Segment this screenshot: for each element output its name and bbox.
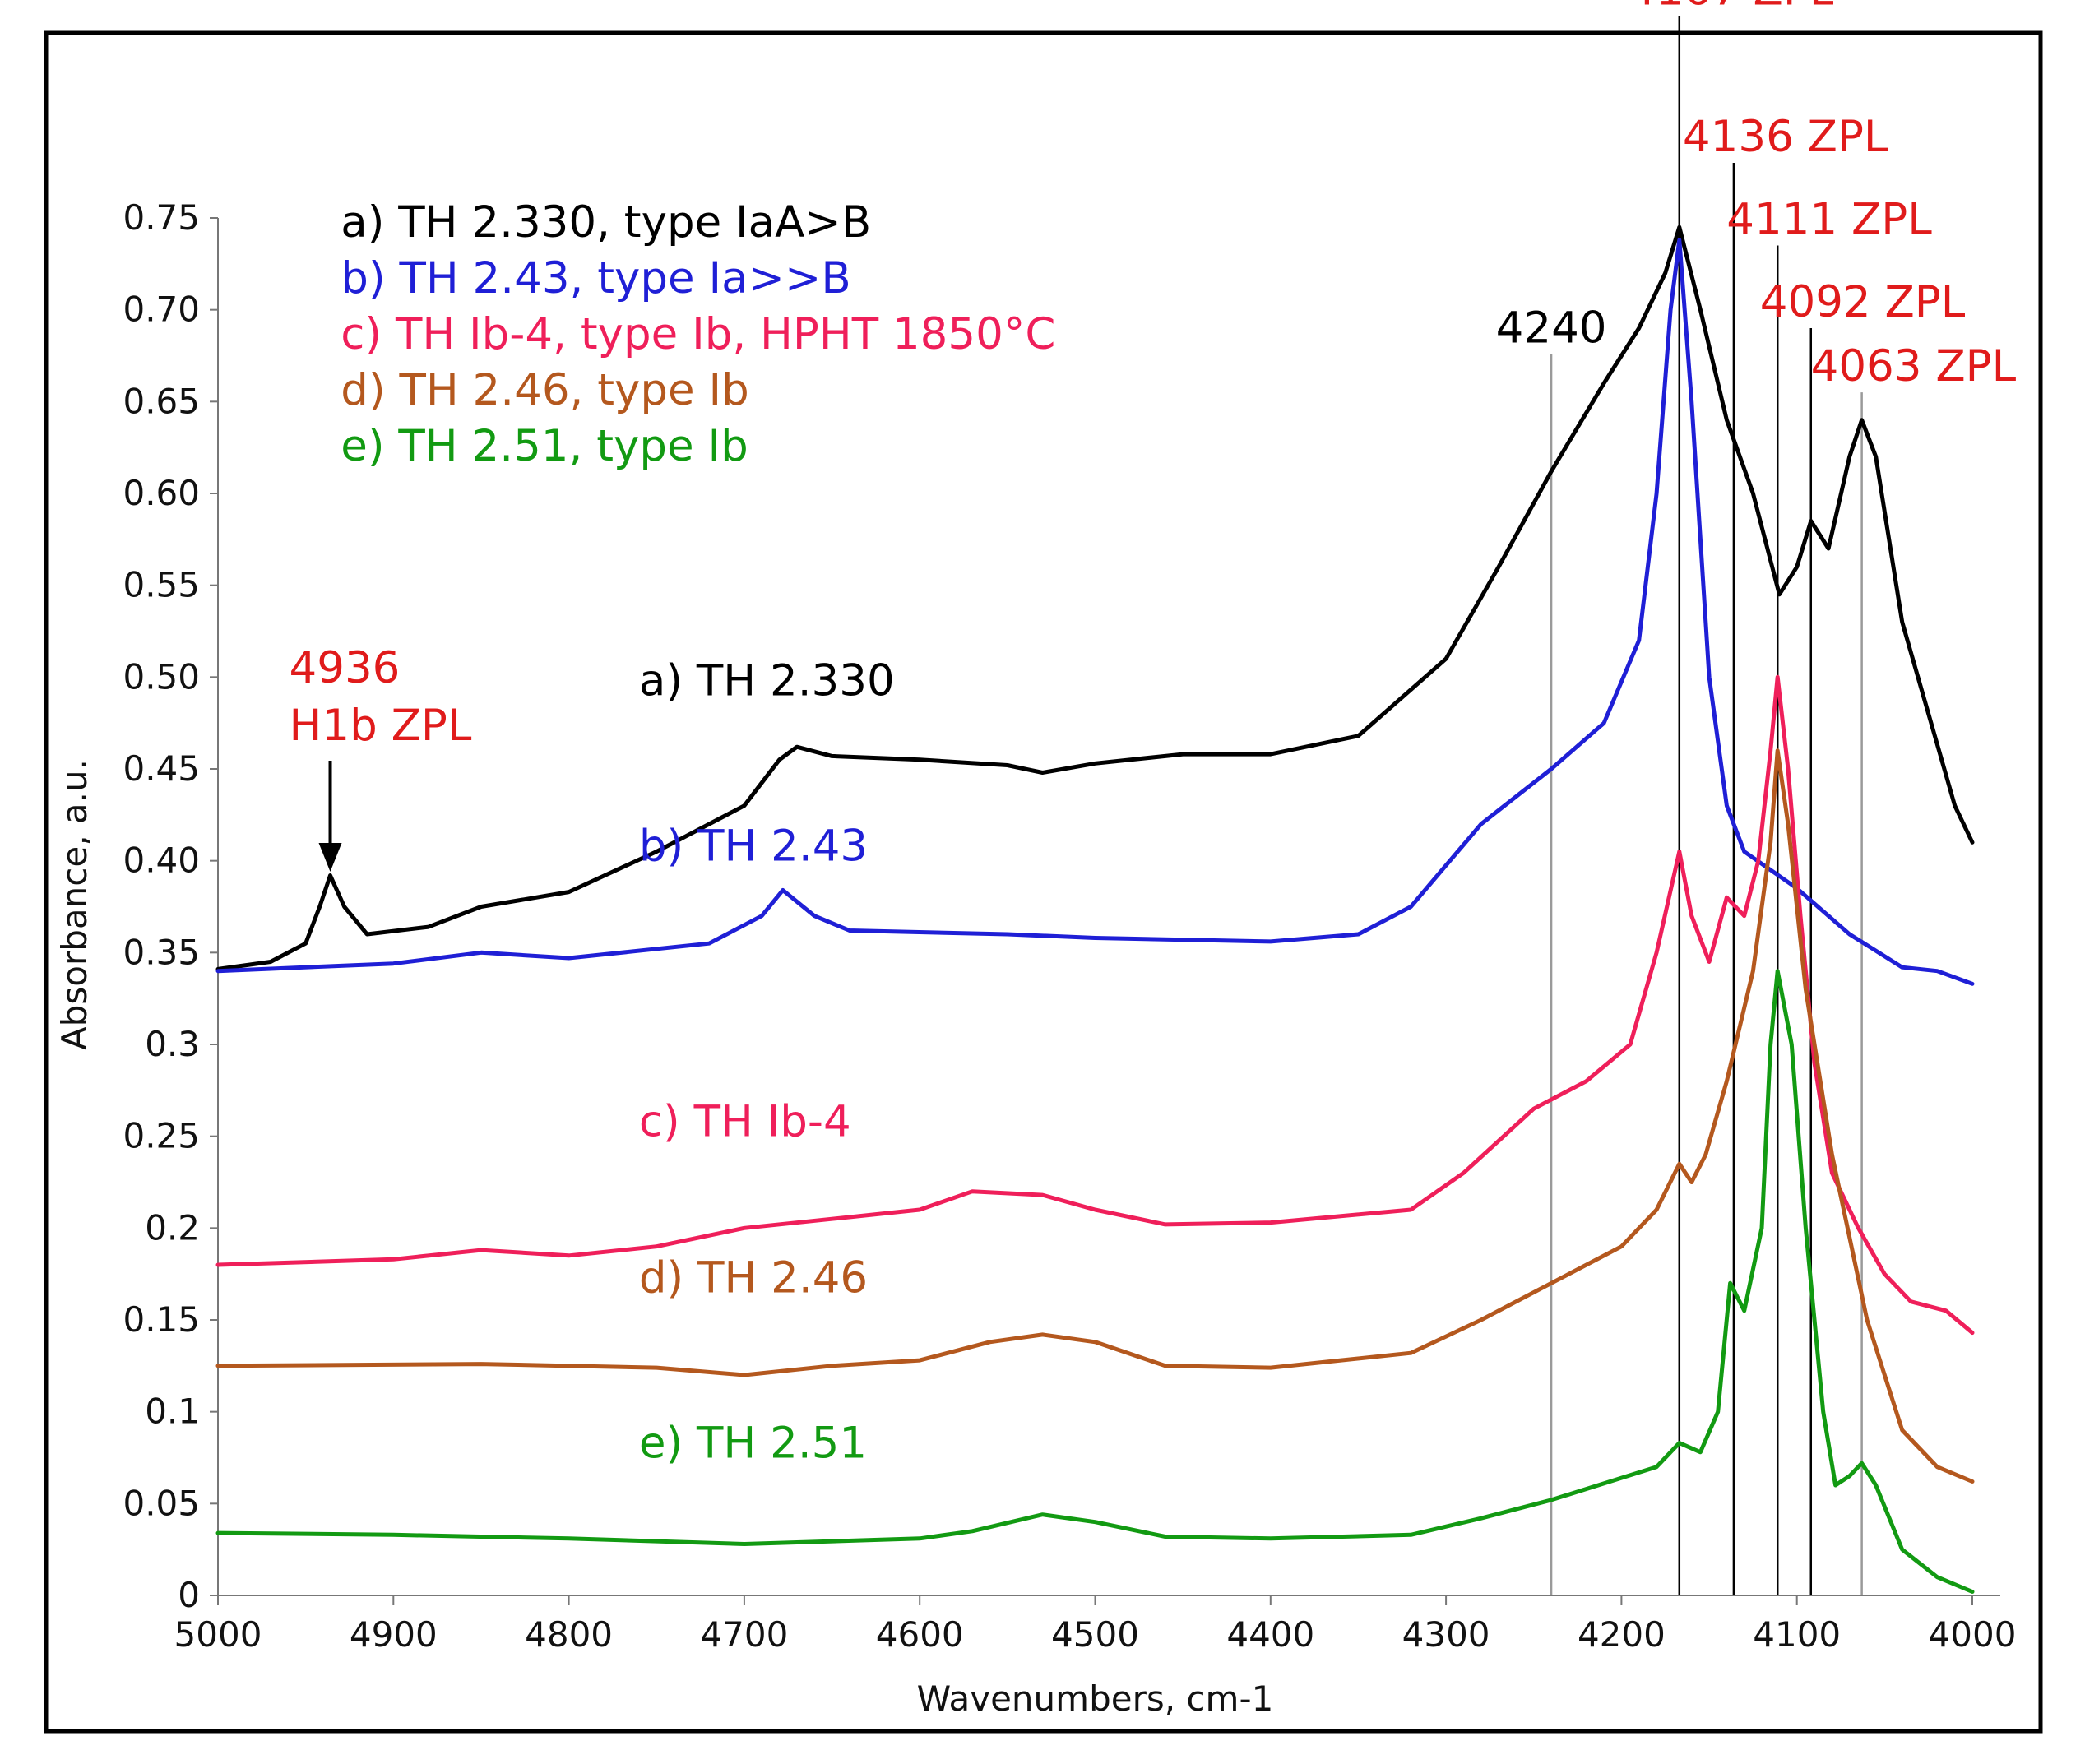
reference-line-label: 4092 ZPL	[1760, 277, 1966, 327]
series-label: a) TH 2.330	[639, 656, 895, 706]
y-tick-label: 0.05	[123, 1483, 200, 1523]
x-axis-title: Wavenumbers, cm-1	[917, 1678, 1274, 1719]
y-tick-label: 0	[178, 1575, 200, 1615]
y-tick-label: 0.45	[123, 748, 200, 789]
legend: a) TH 2.330, type IaA>Bb) TH 2.43, type …	[341, 197, 1055, 471]
x-tick-label: 4100	[1753, 1614, 1841, 1655]
x-tick-label: 4600	[876, 1614, 964, 1655]
y-tick-label: 0.2	[145, 1207, 200, 1248]
reference-line-label: 4167 ZPL	[1629, 0, 1834, 15]
series-label: d) TH 2.46	[639, 1253, 868, 1303]
reference-line-label: 4136 ZPL	[1683, 112, 1888, 162]
reference-line-label: 4063 ZPL	[1811, 341, 2017, 391]
x-tick-label: 4800	[525, 1614, 613, 1655]
x-tick-label: 4400	[1226, 1614, 1314, 1655]
y-tick-label: 0.55	[123, 565, 200, 605]
series-label: c) TH Ib-4	[639, 1097, 851, 1147]
reference-line-label: 4240	[1496, 303, 1607, 353]
series-label: b) TH 2.43	[639, 822, 868, 872]
series-labels: a) TH 2.330 b) TH 2.43 c) TH Ib-4 d) TH 2.4…	[639, 656, 895, 1469]
annotation-arrow-head	[318, 843, 342, 872]
legend-entry: c) TH Ib-4, type Ib, HPHT 1850°C	[341, 309, 1055, 359]
y-tick-label: 0.40	[123, 840, 200, 881]
y-tick-label: 0.1	[145, 1391, 200, 1432]
y-tick-label: 0.35	[123, 932, 200, 972]
legend-entry: a) TH 2.330, type IaA>B	[341, 197, 871, 248]
y-tick-label: 0.15	[123, 1299, 200, 1340]
annotation-label: H1b ZPL	[290, 701, 472, 751]
legend-entry: d) TH 2.46, type Ib	[341, 365, 748, 415]
y-tick-label: 0.50	[123, 656, 200, 697]
series-group	[215, 225, 1975, 1594]
y-tick-label: 0.3	[145, 1024, 200, 1064]
legend-entry: e) TH 2.51, type Ib	[341, 421, 748, 471]
y-tick-label: 0.65	[123, 381, 200, 421]
reference-lines: 4240 4167 ZPL 4136 ZPL 4111 ZPL 4092 ZPL 4063…	[1496, 0, 2017, 1595]
y-tick-label: 0.75	[123, 197, 200, 238]
y-axis-title: Absorbance, a.u.	[54, 759, 95, 1050]
x-tick-label: 4200	[1578, 1614, 1666, 1655]
x-tick-label: 4900	[350, 1614, 438, 1655]
y-tick-label: 0.25	[123, 1116, 200, 1156]
x-tick-label: 4500	[1051, 1614, 1139, 1655]
y-tick-label: 0.60	[123, 473, 200, 513]
series-label: e) TH 2.51	[639, 1419, 867, 1469]
y-tick-label: 0.70	[123, 289, 200, 330]
outer-frame	[44, 30, 2043, 1734]
legend-entry: b) TH 2.43, type Ia>>B	[341, 253, 850, 303]
series-line	[215, 225, 1975, 971]
series-line	[215, 674, 1975, 1336]
x-tick-label: 4000	[1929, 1614, 2017, 1655]
series-line	[215, 969, 1975, 1594]
x-tick-label: 4300	[1402, 1614, 1490, 1655]
annotation-value: 4936	[290, 643, 401, 693]
x-tick-label: 5000	[174, 1614, 262, 1655]
reference-line-label: 4111 ZPL	[1726, 195, 1932, 245]
series-line	[215, 748, 1975, 1484]
x-tick-label: 4700	[700, 1614, 788, 1655]
annotation: 4936 H1b ZPL	[290, 643, 472, 872]
axes: 5000 4900 4800 4700 4600 4500 4400 4300 4200 4100…	[54, 197, 2016, 1719]
series-line	[215, 238, 1975, 986]
